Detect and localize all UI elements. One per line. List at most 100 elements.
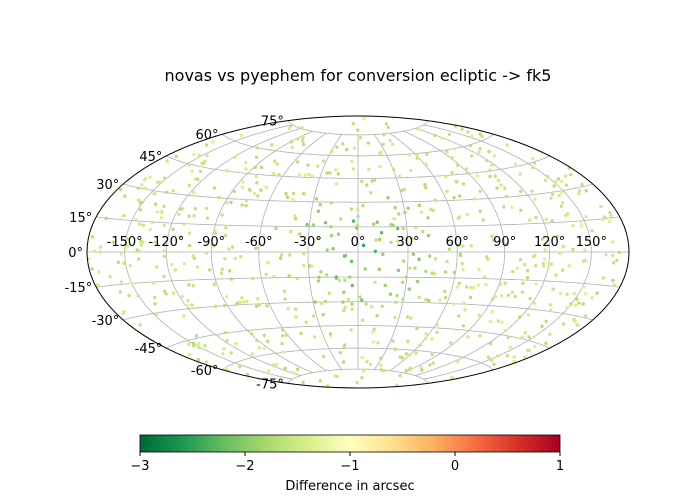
data-point <box>534 215 538 220</box>
data-point <box>301 142 306 147</box>
data-point <box>180 207 185 211</box>
parallel-line <box>287 368 429 384</box>
data-point <box>302 263 306 268</box>
data-point <box>443 289 447 294</box>
data-point <box>289 140 294 144</box>
data-point <box>187 214 191 218</box>
data-point <box>475 174 479 178</box>
data-point <box>423 336 428 341</box>
data-point <box>90 235 95 239</box>
data-point <box>341 142 345 146</box>
data-point <box>450 375 454 380</box>
data-point <box>421 229 425 234</box>
data-point <box>287 253 292 257</box>
data-point <box>255 181 259 185</box>
data-point <box>341 300 345 304</box>
data-point <box>456 359 460 364</box>
data-point <box>543 247 547 252</box>
data-point <box>262 333 266 338</box>
data-point <box>416 127 420 131</box>
data-point <box>590 228 594 233</box>
data-point <box>162 254 166 259</box>
data-point <box>560 201 565 205</box>
data-point <box>259 165 264 170</box>
data-point <box>136 257 141 261</box>
data-point <box>461 182 466 186</box>
data-point <box>525 269 530 273</box>
data-point <box>291 370 295 375</box>
data-point <box>280 334 285 338</box>
data-point <box>274 363 278 367</box>
data-point <box>508 345 512 349</box>
data-point <box>213 304 218 309</box>
data-point <box>248 188 252 193</box>
longitude-tick-label: -30° <box>294 235 322 250</box>
data-point <box>526 348 530 353</box>
data-point <box>431 361 435 365</box>
data-point <box>289 229 293 234</box>
data-point <box>457 243 461 248</box>
data-point <box>480 134 484 138</box>
data-point <box>469 286 473 290</box>
data-point <box>579 223 584 228</box>
data-point <box>615 258 619 263</box>
data-point <box>118 290 123 294</box>
data-point <box>98 250 102 254</box>
parallel-line <box>123 183 593 203</box>
data-point <box>222 303 227 308</box>
data-point <box>450 156 454 160</box>
data-point <box>349 259 354 264</box>
data-point <box>525 275 530 280</box>
data-point <box>390 142 395 146</box>
data-point <box>617 250 621 255</box>
data-point <box>470 154 474 158</box>
data-point <box>243 160 248 165</box>
data-point <box>608 211 612 215</box>
data-point <box>559 204 563 208</box>
data-point <box>273 159 277 164</box>
data-point <box>584 314 588 318</box>
data-point <box>415 326 419 331</box>
data-point <box>313 300 317 304</box>
data-point <box>395 226 400 231</box>
data-point <box>335 145 339 149</box>
data-point <box>551 287 555 291</box>
data-point <box>227 269 232 273</box>
data-point <box>283 297 287 301</box>
data-point <box>397 212 401 216</box>
data-point <box>266 369 271 373</box>
data-point <box>405 315 410 319</box>
data-point <box>204 251 209 255</box>
latitude-tick-label: -45° <box>135 342 163 357</box>
data-point <box>256 146 260 150</box>
colorbar-tick-label: −2 <box>235 459 254 474</box>
data-point <box>384 122 389 126</box>
data-point <box>493 295 498 299</box>
data-point <box>559 190 564 194</box>
data-point <box>182 222 186 226</box>
data-point <box>500 320 504 324</box>
data-point <box>264 185 268 190</box>
data-point <box>491 238 496 242</box>
data-point <box>389 222 393 227</box>
data-point <box>164 292 168 296</box>
data-point <box>379 368 383 372</box>
data-point <box>235 301 239 305</box>
data-point <box>361 204 365 208</box>
data-point <box>294 216 298 221</box>
parallel-line <box>123 301 593 321</box>
data-point <box>577 301 581 305</box>
data-point <box>197 341 201 346</box>
data-point <box>426 233 431 238</box>
colorbar-label: Difference in arcsec <box>285 479 414 494</box>
data-point <box>318 203 322 207</box>
data-point <box>424 269 428 273</box>
data-point <box>428 254 432 258</box>
data-point <box>204 206 209 211</box>
data-point <box>443 295 448 300</box>
data-point <box>272 274 276 279</box>
data-point <box>355 128 360 132</box>
data-point <box>280 341 284 346</box>
data-point <box>257 303 261 307</box>
data-point <box>368 191 373 195</box>
